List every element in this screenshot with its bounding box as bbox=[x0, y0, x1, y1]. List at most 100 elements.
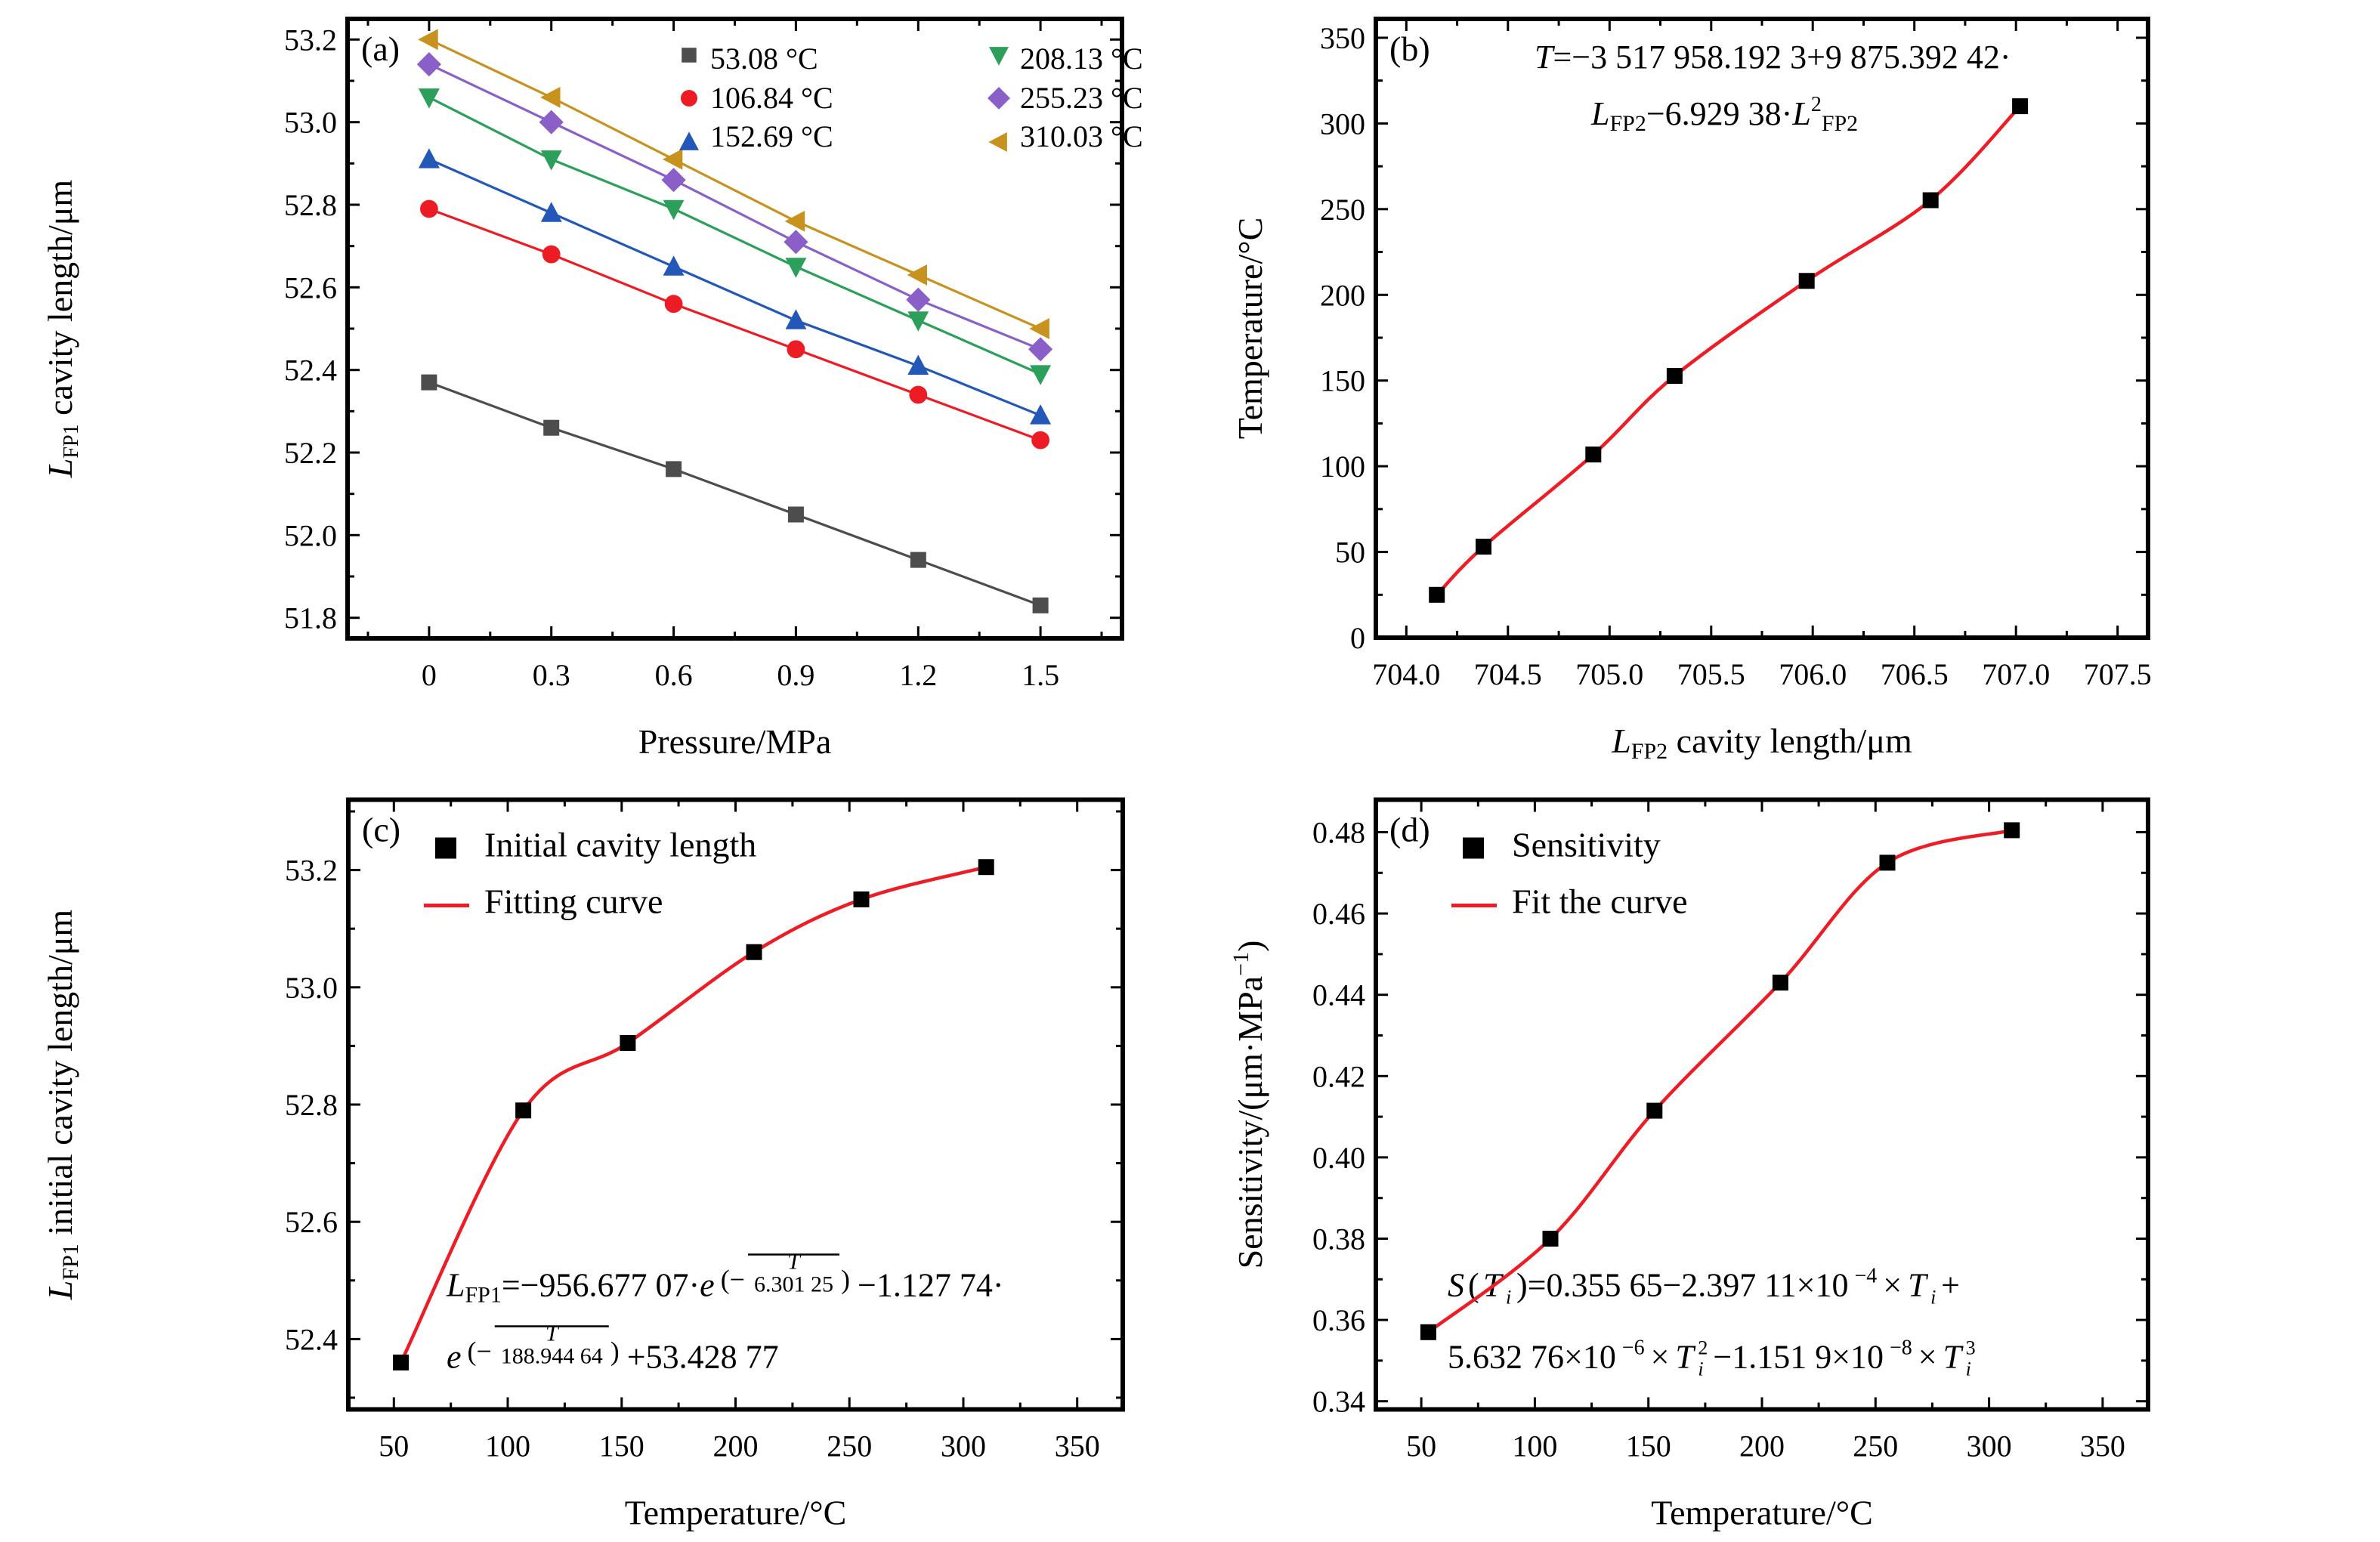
svg-text:706.0: 706.0 bbox=[1779, 657, 1847, 691]
svg-text:100: 100 bbox=[1512, 1429, 1557, 1463]
svg-text:3: 3 bbox=[1966, 1337, 1976, 1359]
svg-text:707.0: 707.0 bbox=[1982, 657, 2050, 691]
svg-text:52.0: 52.0 bbox=[284, 518, 337, 552]
svg-text:705.0: 705.0 bbox=[1575, 657, 1643, 691]
svg-text:0: 0 bbox=[1350, 621, 1365, 655]
svg-text:0.9: 0.9 bbox=[777, 658, 814, 692]
svg-text:i: i bbox=[1966, 1358, 1971, 1380]
svg-text:−1.127 74·: −1.127 74· bbox=[858, 1267, 1003, 1304]
svg-text:350: 350 bbox=[1320, 21, 1365, 55]
svg-text:200: 200 bbox=[713, 1429, 759, 1463]
svg-text:+: + bbox=[1941, 1267, 1960, 1304]
svg-text:Sensitivity/(μm·MPa−1): Sensitivity/(μm·MPa−1) bbox=[1229, 941, 1269, 1269]
svg-text:LFP2−6.929 38·L2FP2: LFP2−6.929 38·L2FP2 bbox=[1590, 93, 1858, 136]
svg-text:(−: (− bbox=[721, 1265, 745, 1295]
svg-text:300: 300 bbox=[1320, 107, 1365, 141]
svg-text:i: i bbox=[1698, 1358, 1703, 1380]
svg-text:250: 250 bbox=[1853, 1429, 1898, 1463]
svg-text:53.0: 53.0 bbox=[285, 971, 338, 1005]
svg-text:150: 150 bbox=[599, 1429, 644, 1463]
svg-text:53.0: 53.0 bbox=[284, 106, 337, 140]
svg-text:1.2: 1.2 bbox=[899, 658, 937, 692]
svg-text:0.36: 0.36 bbox=[1312, 1303, 1365, 1337]
svg-text:704.5: 704.5 bbox=[1474, 657, 1542, 691]
svg-text:(b): (b) bbox=[1389, 29, 1430, 68]
svg-text:50: 50 bbox=[1406, 1429, 1436, 1463]
svg-text:Pressure/MPa: Pressure/MPa bbox=[638, 722, 832, 761]
svg-text:300: 300 bbox=[1967, 1429, 2012, 1463]
svg-text:106.84 °C: 106.84 °C bbox=[710, 81, 833, 115]
svg-text:53.2: 53.2 bbox=[284, 23, 337, 57]
svg-text:255.23 °C: 255.23 °C bbox=[1020, 81, 1143, 115]
svg-text:−8: −8 bbox=[1890, 1337, 1912, 1360]
svg-text:): ) bbox=[841, 1265, 850, 1295]
svg-text:−1.151 9×10: −1.151 9×10 bbox=[1713, 1339, 1884, 1376]
svg-text:0.42: 0.42 bbox=[1312, 1059, 1365, 1093]
svg-text:Fit the curve: Fit the curve bbox=[1512, 882, 1688, 921]
svg-text:100: 100 bbox=[485, 1429, 530, 1463]
svg-text:LFP2 cavity length/μm: LFP2 cavity length/μm bbox=[1611, 722, 1912, 764]
svg-text:310.03 °C: 310.03 °C bbox=[1020, 119, 1143, 153]
svg-text:250: 250 bbox=[1320, 193, 1365, 227]
svg-text:0.3: 0.3 bbox=[533, 658, 570, 692]
svg-text:×: × bbox=[1918, 1339, 1937, 1376]
svg-text:Initial cavity length: Initial cavity length bbox=[484, 826, 756, 864]
svg-text:52.4: 52.4 bbox=[284, 354, 337, 388]
svg-text:0.46: 0.46 bbox=[1312, 897, 1365, 931]
svg-text:T: T bbox=[1943, 1339, 1964, 1376]
svg-text:×: × bbox=[1651, 1339, 1670, 1376]
svg-text:Temperature/°C: Temperature/°C bbox=[1651, 1494, 1873, 1532]
svg-text:100: 100 bbox=[1320, 450, 1365, 484]
svg-text:52.6: 52.6 bbox=[285, 1205, 338, 1239]
svg-text:i: i bbox=[1506, 1287, 1511, 1309]
svg-text:53.2: 53.2 bbox=[285, 854, 338, 888]
svg-text:250: 250 bbox=[827, 1429, 872, 1463]
svg-text:52.8: 52.8 bbox=[285, 1088, 338, 1122]
svg-text:LFP1 initial cavity length/μm: LFP1 initial cavity length/μm bbox=[41, 910, 83, 1301]
svg-text:LFP1 cavity length/μm: LFP1 cavity length/μm bbox=[41, 180, 83, 479]
svg-text:(a): (a) bbox=[361, 29, 400, 68]
svg-text:e: e bbox=[447, 1339, 462, 1376]
svg-text:0.44: 0.44 bbox=[1312, 978, 1365, 1012]
svg-text:0.6: 0.6 bbox=[655, 658, 693, 692]
svg-text:0.40: 0.40 bbox=[1312, 1141, 1365, 1175]
svg-text:188.944 64: 188.944 64 bbox=[501, 1344, 603, 1369]
svg-text:52.8: 52.8 bbox=[284, 188, 337, 222]
svg-text:Temperature/°C: Temperature/°C bbox=[625, 1494, 847, 1532]
svg-text:705.5: 705.5 bbox=[1677, 657, 1745, 691]
svg-text:53.08 °C: 53.08 °C bbox=[710, 42, 818, 76]
svg-text:707.5: 707.5 bbox=[2084, 657, 2152, 691]
svg-text:T: T bbox=[1908, 1267, 1929, 1304]
svg-text:0.38: 0.38 bbox=[1312, 1222, 1365, 1256]
svg-text:152.69 °C: 152.69 °C bbox=[710, 119, 833, 153]
svg-text:0.34: 0.34 bbox=[1312, 1385, 1365, 1419]
svg-text:208.13 °C: 208.13 °C bbox=[1020, 42, 1143, 76]
svg-text:S: S bbox=[1448, 1267, 1464, 1304]
svg-text:LFP1=−956.677 07·e: LFP1=−956.677 07·e bbox=[446, 1267, 715, 1308]
svg-text:704.0: 704.0 bbox=[1372, 657, 1440, 691]
svg-text:Sensitivity: Sensitivity bbox=[1512, 826, 1661, 864]
svg-text:50: 50 bbox=[379, 1429, 409, 1463]
svg-text:(d): (d) bbox=[1389, 811, 1430, 849]
svg-text:150: 150 bbox=[1320, 364, 1365, 398]
svg-text:i: i bbox=[1930, 1287, 1936, 1309]
svg-text:706.5: 706.5 bbox=[1881, 657, 1949, 691]
svg-text:52.6: 52.6 bbox=[284, 270, 337, 304]
svg-text:−6: −6 bbox=[1622, 1337, 1645, 1360]
svg-text:)=0.355 65−2.397 11×10: )=0.355 65−2.397 11×10 bbox=[1516, 1267, 1848, 1304]
svg-text:Fitting curve: Fitting curve bbox=[484, 882, 663, 921]
svg-text:300: 300 bbox=[941, 1429, 986, 1463]
svg-text:0.48: 0.48 bbox=[1312, 816, 1365, 850]
svg-text:200: 200 bbox=[1739, 1429, 1785, 1463]
svg-text:350: 350 bbox=[1055, 1429, 1100, 1463]
svg-text:(c): (c) bbox=[362, 811, 400, 849]
svg-text:×: × bbox=[1883, 1267, 1902, 1304]
svg-text:5.632 76×10: 5.632 76×10 bbox=[1448, 1339, 1616, 1376]
svg-text:50: 50 bbox=[1335, 536, 1365, 570]
svg-text:0: 0 bbox=[422, 658, 437, 692]
svg-text:2: 2 bbox=[1698, 1337, 1708, 1359]
svg-text:1.5: 1.5 bbox=[1022, 658, 1059, 692]
svg-text:200: 200 bbox=[1320, 278, 1365, 312]
svg-text:−4: −4 bbox=[1855, 1265, 1878, 1288]
svg-text:52.2: 52.2 bbox=[284, 436, 337, 470]
